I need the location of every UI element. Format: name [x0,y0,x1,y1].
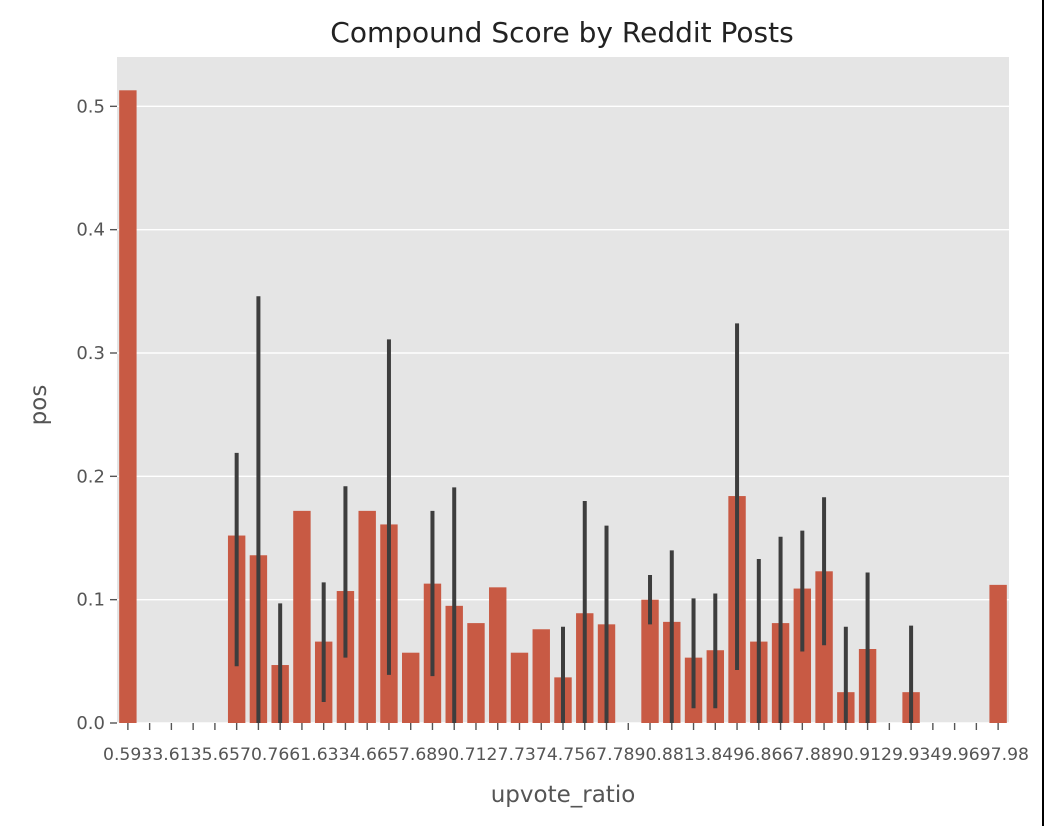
y-axis-ticks: 0.0 0.1 0.2 0.3 0.4 0.5 [76,96,117,734]
bar [815,571,833,723]
bar [532,629,550,723]
bar [402,652,420,723]
bar [358,510,376,723]
bar [793,588,812,723]
y-tick-label: 0.5 [76,96,105,117]
y-axis-label: pos [26,385,52,426]
y-tick-label: 0.2 [76,466,105,487]
chart-title: Compound Score by Reddit Posts [330,16,793,49]
error-bars [234,296,914,723]
bar [119,90,137,724]
y-tick-label: 0.0 [76,713,105,734]
bar [641,599,659,723]
bar [489,587,507,723]
x-tick-labels: 0.5933.6135.6570.7661.6334.6657.6890.712… [103,745,1029,765]
bar [510,652,529,723]
y-tick-label: 0.4 [76,220,105,241]
window-edge [1042,0,1044,826]
x-axis-ticks [127,723,999,730]
y-tick-label: 0.1 [76,590,105,611]
bar [989,584,1007,723]
x-axis-label: upvote_ratio [491,782,636,808]
y-tick-label: 0.3 [76,343,105,364]
bar [293,510,311,723]
bar [467,623,485,723]
